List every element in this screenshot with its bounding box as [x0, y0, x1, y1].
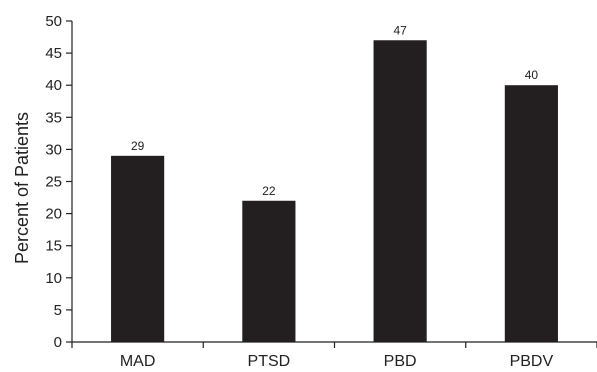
bar-mad — [111, 155, 165, 342]
data-labels: 29 22 47 40 — [131, 23, 539, 198]
y-tick-label: 25 — [45, 174, 62, 191]
x-tick-label-ptsd: PTSD — [248, 353, 291, 370]
bar-pbdv — [504, 85, 558, 342]
y-tick-label: 15 — [45, 238, 62, 255]
x-axis: MAD PTSD PBD PBDV — [71, 341, 597, 370]
y-tick-label: 35 — [45, 109, 62, 126]
data-label-ptsd: 22 — [262, 184, 276, 198]
x-tick-label-pbd: PBD — [384, 353, 417, 370]
y-axis: 0 5 10 15 20 25 30 35 40 45 50 — [45, 13, 73, 351]
bar-pbd — [373, 40, 427, 342]
y-tick-label: 20 — [45, 206, 62, 223]
y-axis-title: Percent of Patients — [12, 112, 32, 264]
data-label-pbdv: 40 — [525, 68, 539, 82]
bars — [111, 40, 558, 342]
y-tick-label: 45 — [45, 45, 62, 62]
data-label-pbd: 47 — [393, 23, 407, 37]
x-tick-label-mad: MAD — [120, 353, 156, 370]
x-tick-label-pbdv: PBDV — [510, 353, 554, 370]
bar-ptsd — [242, 200, 296, 342]
y-tick-label: 0 — [54, 334, 62, 351]
y-tick-label: 40 — [45, 77, 62, 94]
data-label-mad: 29 — [131, 139, 145, 153]
y-tick-label: 10 — [45, 270, 62, 287]
y-tick-label: 50 — [45, 13, 62, 30]
y-tick-label: 5 — [54, 302, 62, 319]
y-tick-label: 30 — [45, 141, 62, 158]
